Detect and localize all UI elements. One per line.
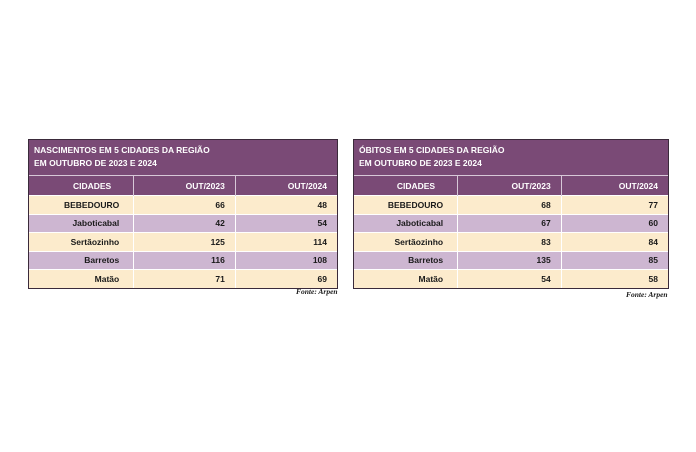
- column-header-cities: CIDADES: [354, 175, 458, 196]
- value-2023-cell: 116: [133, 250, 236, 270]
- city-cell: Jaboticabal: [354, 213, 458, 233]
- value-2024-cell: 58: [560, 269, 668, 288]
- deaths-title-line2: EM OUTUBRO DE 2023 E 2024: [359, 158, 482, 168]
- table-row: Sertãozinho 83 84: [354, 232, 668, 251]
- value-2024-cell: 77: [560, 195, 668, 214]
- deaths-table-panel: ÓBITOS EM 5 CIDADES DA REGIÃO EM OUTUBRO…: [353, 139, 669, 289]
- births-table-title: NASCIMENTOS EM 5 CIDADES DA REGIÃO EM OU…: [29, 140, 337, 175]
- births-title-line1: NASCIMENTOS EM 5 CIDADES DA REGIÃO: [34, 145, 210, 155]
- births-table: CIDADES OUT/2023 OUT/2024 BEBEDOURO 66 4…: [29, 175, 337, 288]
- value-2024-cell: 60: [560, 213, 668, 233]
- value-2023-cell: 71: [133, 269, 236, 288]
- value-2023-cell: 67: [457, 213, 562, 233]
- value-2024-cell: 108: [234, 250, 337, 270]
- births-source-note: Fonte: Arpen: [296, 287, 338, 296]
- city-cell: BEBEDOURO: [354, 195, 458, 214]
- value-2023-cell: 135: [457, 250, 562, 270]
- value-2023-cell: 83: [457, 232, 562, 251]
- value-2024-cell: 48: [234, 195, 337, 214]
- value-2024-cell: 84: [560, 232, 668, 251]
- deaths-source-note: Fonte: Arpen: [626, 290, 668, 299]
- city-cell: Matão: [29, 269, 134, 288]
- column-header-out2024: OUT/2024: [234, 175, 337, 196]
- table-row: Sertãozinho 125 114: [29, 232, 337, 251]
- table-row: Matão 71 69: [29, 269, 337, 288]
- city-cell: Sertãozinho: [29, 232, 134, 251]
- table-row: Barretos 135 85: [354, 250, 668, 270]
- value-2024-cell: 54: [234, 213, 337, 233]
- table-row: Matão 54 58: [354, 269, 668, 288]
- table-row: Barretos 116 108: [29, 250, 337, 270]
- city-cell: Matão: [354, 269, 458, 288]
- city-cell: Jaboticabal: [29, 213, 134, 233]
- table-row: Jaboticabal 42 54: [29, 213, 337, 233]
- value-2023-cell: 66: [133, 195, 236, 214]
- table-header-row: CIDADES OUT/2023 OUT/2024: [354, 175, 668, 196]
- city-cell: BEBEDOURO: [29, 195, 134, 214]
- table-row: Jaboticabal 67 60: [354, 213, 668, 233]
- column-header-out2023: OUT/2023: [457, 175, 562, 196]
- value-2024-cell: 85: [560, 250, 668, 270]
- value-2024-cell: 69: [234, 269, 337, 288]
- value-2023-cell: 125: [133, 232, 236, 251]
- deaths-title-line1: ÓBITOS EM 5 CIDADES DA REGIÃO: [359, 145, 505, 155]
- deaths-table: CIDADES OUT/2023 OUT/2024 BEBEDOURO 68 7…: [354, 175, 668, 288]
- value-2023-cell: 42: [133, 213, 236, 233]
- column-header-out2024: OUT/2024: [560, 175, 668, 196]
- births-title-line2: EM OUTUBRO DE 2023 E 2024: [34, 158, 157, 168]
- births-table-panel: NASCIMENTOS EM 5 CIDADES DA REGIÃO EM OU…: [28, 139, 338, 289]
- city-cell: Sertãozinho: [354, 232, 458, 251]
- value-2023-cell: 54: [457, 269, 562, 288]
- table-row: BEBEDOURO 68 77: [354, 195, 668, 214]
- value-2024-cell: 114: [234, 232, 337, 251]
- table-header-row: CIDADES OUT/2023 OUT/2024: [29, 175, 337, 196]
- table-row: BEBEDOURO 66 48: [29, 195, 337, 214]
- deaths-table-title: ÓBITOS EM 5 CIDADES DA REGIÃO EM OUTUBRO…: [354, 140, 668, 175]
- column-header-out2023: OUT/2023: [133, 175, 236, 196]
- value-2023-cell: 68: [457, 195, 562, 214]
- city-cell: Barretos: [354, 250, 458, 270]
- column-header-cities: CIDADES: [29, 175, 134, 196]
- city-cell: Barretos: [29, 250, 134, 270]
